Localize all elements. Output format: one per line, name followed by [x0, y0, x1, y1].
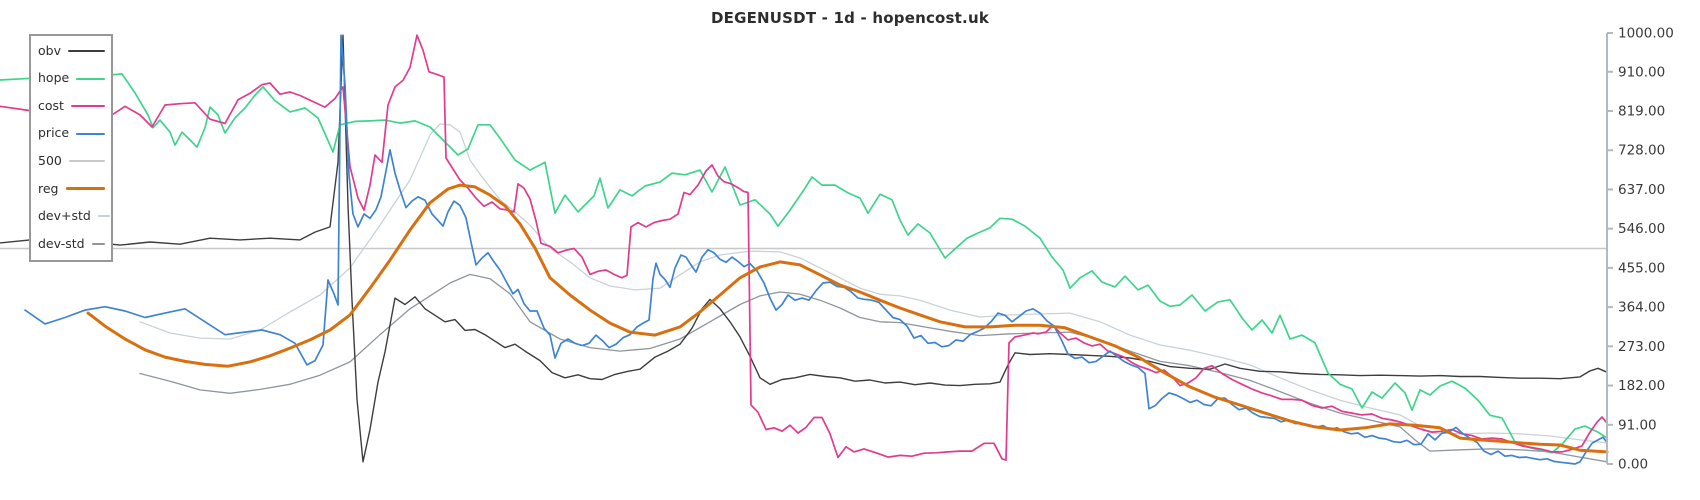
legend-label: reg [38, 180, 59, 196]
y-axis-tick-label: 182.00 [1618, 378, 1665, 394]
legend-label: dev-std [38, 235, 85, 251]
series-line-dev+std [139, 123, 1608, 444]
legend-item-hope: hope [38, 72, 105, 86]
y-axis-tick-label: 455.00 [1618, 260, 1665, 276]
legend-label: 500 [38, 153, 62, 168]
y-axis-tick-label: 637.00 [1618, 182, 1665, 198]
dev+std-line-swatch-icon [97, 215, 110, 218]
legend-box: obv hope cost price 500 reg dev+std dev-std [29, 34, 113, 262]
y-axis-tick-label: 364.00 [1618, 300, 1665, 316]
chart-title: DEGENUSDT - 1d - hopencost.uk [710, 9, 989, 27]
y-axis-tick-label: 1000.00 [1618, 26, 1674, 42]
legend-label: price [38, 125, 70, 141]
y-axis-tick-label: 910.00 [1618, 64, 1665, 80]
legend-label: dev+std [38, 208, 91, 224]
obv-line-swatch-icon [67, 50, 105, 52]
series-line-reg [86, 183, 1609, 454]
hope-line-swatch-icon [76, 77, 105, 80]
series-line-price [24, 34, 1608, 465]
legend-label: hope [38, 70, 70, 86]
legend-item-reg: reg [38, 182, 105, 196]
cost-line-swatch-icon [70, 105, 105, 108]
series-line-obv [0, 34, 1608, 463]
y-axis-tick-label: 819.00 [1618, 104, 1665, 120]
legend-label: obv [38, 42, 61, 58]
series-line-dev-std [139, 273, 1608, 463]
legend-item-obv: obv [38, 44, 105, 58]
series-line-hope [0, 73, 1608, 454]
500-line-swatch-icon [68, 160, 105, 163]
y-axis-tick-label: 0.00 [1618, 457, 1648, 473]
legend-item-price: price [38, 127, 105, 141]
legend-item-dev-std: dev-std [38, 237, 105, 251]
dev-std-line-swatch-icon [91, 242, 105, 245]
y-axis-tick-label: 91.00 [1618, 417, 1657, 433]
legend-item-dev+std: dev+std [38, 208, 110, 224]
y-axis-tick-label: 728.00 [1618, 143, 1665, 159]
y-axis-tick-label: 546.00 [1618, 221, 1665, 237]
y-axis-tick-label: 273.00 [1618, 339, 1665, 355]
series-line-cost [0, 34, 1608, 461]
legend-label: cost [38, 97, 64, 113]
price-line-swatch-icon [76, 132, 105, 135]
legend-item-cost: cost [38, 99, 105, 113]
reg-line-swatch-icon [65, 187, 105, 191]
legend-item-500: 500 [38, 154, 105, 168]
